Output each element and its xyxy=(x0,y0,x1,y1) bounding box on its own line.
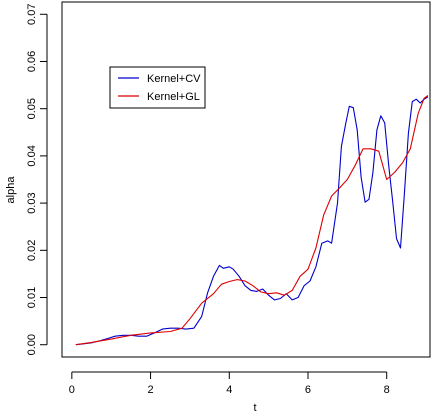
series-line-kernel-gl xyxy=(75,95,429,346)
x-axis-title: t xyxy=(253,402,256,414)
y-axis: 0.00 0.01 0.02 0.03 0.04 0.05 0.06 0.07 xyxy=(26,4,48,355)
x-tick-label: 2 xyxy=(147,384,153,396)
y-tick-label: 0.02 xyxy=(26,240,38,261)
y-tick-label: 0.07 xyxy=(26,4,38,25)
y-tick-label: 0.05 xyxy=(26,98,38,119)
y-tick-label: 0.01 xyxy=(26,287,38,308)
y-tick-label: 0.06 xyxy=(26,51,38,72)
y-tick-label: 0.03 xyxy=(26,192,38,213)
series-layer xyxy=(75,95,429,346)
legend-label-kernel-gl: Kernel+GL xyxy=(147,91,200,103)
x-tick-label: 0 xyxy=(69,384,75,396)
x-tick-label: 8 xyxy=(384,384,390,396)
x-axis: 0 2 4 6 8 xyxy=(69,371,390,396)
x-tick-label: 4 xyxy=(226,384,232,396)
series-line-kernel-cv xyxy=(75,96,429,346)
y-tick-label: 0.00 xyxy=(26,334,38,355)
legend: Kernel+CV Kernel+GL xyxy=(109,66,206,109)
y-axis-title: alpha xyxy=(5,176,17,204)
plot-frame xyxy=(61,1,431,358)
legend-label-kernel-cv: Kernel+CV xyxy=(147,73,201,85)
y-tick-label: 0.04 xyxy=(26,145,38,166)
legend-box xyxy=(109,66,206,109)
x-tick-label: 6 xyxy=(305,384,311,396)
